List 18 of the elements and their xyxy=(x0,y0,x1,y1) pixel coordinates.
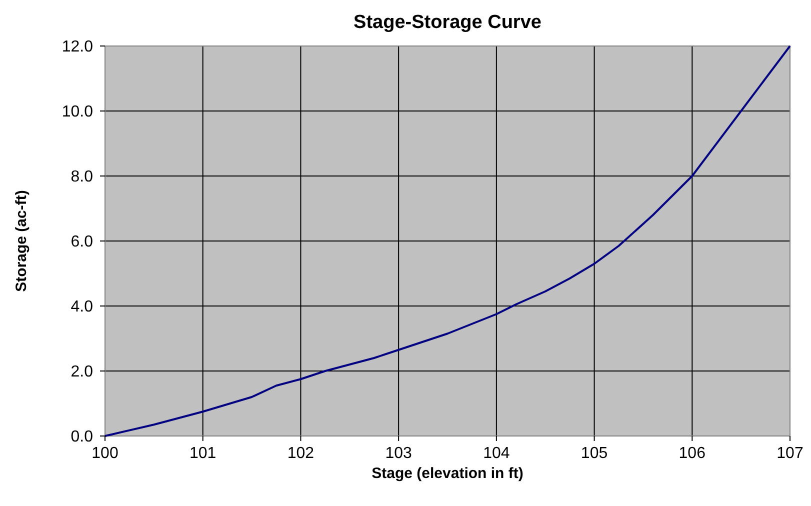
y-tick-label: 6.0 xyxy=(70,234,94,251)
y-tick-label: 12.0 xyxy=(62,38,94,56)
y-tick-label: 2.0 xyxy=(70,364,94,381)
x-tick-label: 100 xyxy=(92,445,118,462)
x-axis-title: Stage (elevation in ft) xyxy=(372,465,524,482)
x-tick-label: 102 xyxy=(287,445,314,462)
y-tick-label: 0.0 xyxy=(70,428,94,446)
y-tick-label: 8.0 xyxy=(70,168,94,186)
x-tick-label: 101 xyxy=(190,445,216,462)
y-tick-label: 4.0 xyxy=(70,298,94,316)
x-tick-label: 105 xyxy=(580,445,608,462)
x-tick-label: 107 xyxy=(776,445,804,462)
x-tick-label: 104 xyxy=(483,445,510,462)
x-tick-label: 106 xyxy=(678,445,706,462)
y-tick-label: 10.0 xyxy=(62,104,94,121)
x-tick-label: 103 xyxy=(385,445,412,462)
y-axis-title: Storage (ac-ft) xyxy=(13,190,30,292)
chart-title: Stage-Storage Curve xyxy=(354,12,542,33)
